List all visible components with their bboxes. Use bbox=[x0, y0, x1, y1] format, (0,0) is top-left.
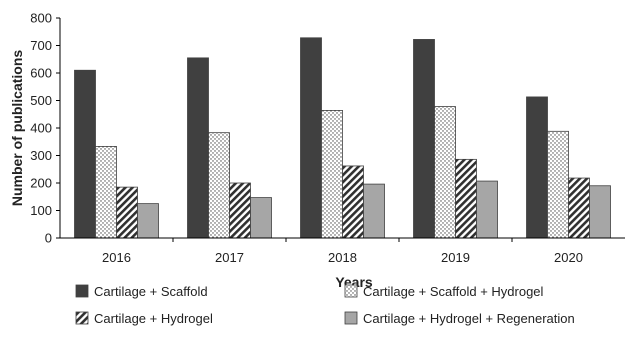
legend: Cartilage + Scaffold Cartilage + Scaffold… bbox=[75, 284, 575, 326]
legend-swatch bbox=[344, 284, 358, 298]
y-tick-label: 100 bbox=[30, 203, 52, 218]
x-ticks: 2016 2017 2018 2019 2020 bbox=[102, 238, 583, 265]
x-tick-label: 2018 bbox=[328, 250, 357, 265]
bar-2018-series-2 bbox=[321, 110, 343, 239]
legend-label: Cartilage + Scaffold bbox=[94, 284, 208, 299]
x-tick-label: 2017 bbox=[215, 250, 244, 265]
y-tick-label: 200 bbox=[30, 176, 52, 191]
y-ticks: 0 100 200 300 400 500 600 700 800 bbox=[30, 11, 60, 246]
legend-item: Cartilage + Scaffold + Hydrogel bbox=[344, 284, 544, 299]
x-tick-label: 2019 bbox=[441, 250, 470, 265]
legend-item: Cartilage + Hydrogel bbox=[75, 311, 213, 326]
bar-2019-series-2 bbox=[434, 106, 456, 239]
bar-2016-series-2 bbox=[95, 146, 117, 239]
bar-2020-series-3 bbox=[568, 177, 590, 239]
bar-2019-series-1 bbox=[413, 39, 435, 239]
y-tick-label: 500 bbox=[30, 93, 52, 108]
bar-2017-series-1 bbox=[187, 57, 209, 239]
bar-2016-series-3 bbox=[116, 186, 138, 239]
legend-item: Cartilage + Hydrogel + Regeneration bbox=[344, 311, 575, 326]
bar-2017-series-2 bbox=[208, 132, 230, 239]
bar-2020-series-2 bbox=[547, 130, 569, 239]
y-tick-label: 0 bbox=[45, 231, 52, 246]
bar-2017-series-3 bbox=[229, 182, 251, 239]
bar-2017-series-4 bbox=[250, 197, 272, 239]
legend-swatch bbox=[75, 284, 89, 298]
bar-2018-series-1 bbox=[300, 37, 322, 239]
bar-2019-series-4 bbox=[476, 180, 498, 239]
y-tick-label: 300 bbox=[30, 148, 52, 163]
y-tick-label: 600 bbox=[30, 66, 52, 81]
x-tick-label: 2020 bbox=[554, 250, 583, 265]
y-axis-title: Number of publications bbox=[9, 50, 25, 207]
legend-swatch bbox=[75, 311, 89, 325]
bar-2018-series-4 bbox=[363, 183, 385, 239]
legend-label: Cartilage + Hydrogel bbox=[94, 311, 213, 326]
legend-label: Cartilage + Scaffold + Hydrogel bbox=[363, 284, 544, 299]
y-tick-label: 700 bbox=[30, 38, 52, 53]
y-tick-label: 400 bbox=[30, 121, 52, 136]
y-tick-label: 800 bbox=[30, 11, 52, 26]
legend-item: Cartilage + Scaffold bbox=[75, 284, 208, 299]
legend-swatch bbox=[344, 311, 358, 325]
x-tick-label: 2016 bbox=[102, 250, 131, 265]
legend-label: Cartilage + Hydrogel + Regeneration bbox=[363, 311, 575, 326]
bars bbox=[74, 37, 611, 239]
bar-2018-series-3 bbox=[342, 165, 364, 239]
bar-2019-series-3 bbox=[455, 158, 477, 239]
bar-2020-series-4 bbox=[589, 185, 611, 239]
bar-2016-series-4 bbox=[137, 203, 159, 239]
bar-2016-series-1 bbox=[74, 69, 96, 239]
bar-2020-series-1 bbox=[526, 96, 548, 239]
